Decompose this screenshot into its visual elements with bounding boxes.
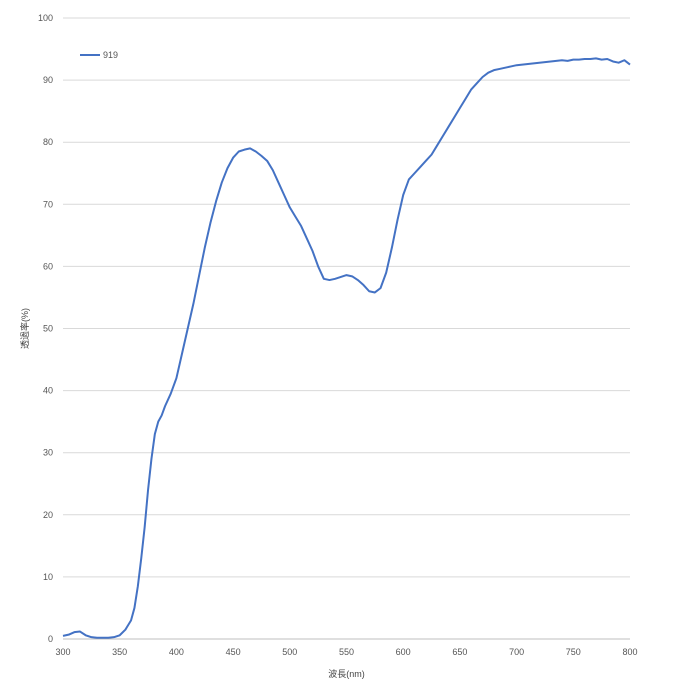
x-axis-label: 波長(nm) [328,668,365,679]
x-tick-label: 650 [452,647,467,657]
y-tick-label: 40 [43,386,53,396]
gridlines [63,17,630,578]
y-tick-label: 100 [38,13,53,23]
x-tick-label: 800 [622,647,637,657]
y-tick-label: 70 [43,199,53,209]
y-tick-label: 50 [43,324,53,334]
x-tick-label: 550 [339,647,354,657]
x-tick-label: 350 [112,647,127,657]
x-tick-label: 400 [169,647,184,657]
x-tick-label: 600 [396,647,411,657]
x-tick-label: 700 [509,647,524,657]
x-axis-ticks: 300 350 400 450 500 550 600 650 700 750 800 [55,647,637,657]
y-axis-label: 透過率(%) [19,308,30,349]
y-tick-label: 20 [43,510,53,520]
y-axis-ticks: 0 10 20 30 40 50 60 70 80 90 100 [38,13,53,644]
y-tick-label: 80 [43,137,53,147]
x-tick-label: 450 [226,647,241,657]
series-layer [62,57,631,639]
y-tick-label: 60 [43,261,53,271]
y-tick-label: 30 [43,448,53,458]
x-tick-label: 300 [55,647,70,657]
legend-label-919: 919 [103,50,118,60]
y-tick-label: 10 [43,572,53,582]
x-tick-label: 750 [566,647,581,657]
legend: 919 [80,50,118,60]
x-tick-label: 500 [282,647,297,657]
y-tick-label: 0 [48,634,53,644]
y-tick-label: 90 [43,75,53,85]
series-line-919 [62,57,631,639]
